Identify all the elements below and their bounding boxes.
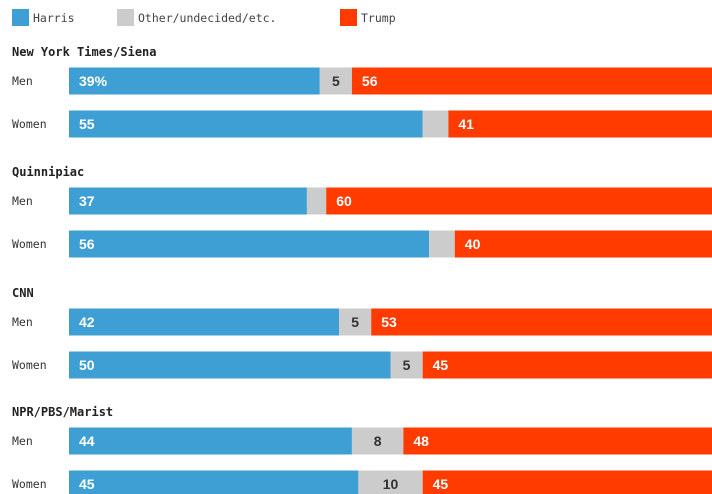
row-label: Women bbox=[12, 477, 47, 491]
bar-harris bbox=[69, 308, 340, 336]
bar-trump bbox=[351, 67, 712, 95]
legend-swatch-other bbox=[117, 9, 134, 26]
value-label-harris: 37 bbox=[79, 193, 95, 209]
row-label: Women bbox=[12, 237, 47, 251]
value-label-harris: 56 bbox=[79, 236, 95, 252]
bar-other bbox=[358, 470, 423, 494]
value-label-harris: 42 bbox=[79, 314, 95, 330]
poll-title: New York Times/Siena bbox=[12, 45, 157, 59]
row-label: Men bbox=[12, 434, 33, 448]
row-label: Women bbox=[12, 117, 47, 131]
value-label-trump: 45 bbox=[433, 476, 449, 492]
value-label-harris: 50 bbox=[79, 357, 95, 373]
bar-other bbox=[429, 230, 455, 258]
bar-harris bbox=[69, 470, 359, 494]
value-label-other: 5 bbox=[403, 357, 411, 373]
bar-trump bbox=[422, 470, 712, 494]
value-label-trump: 48 bbox=[413, 433, 429, 449]
value-label-trump: 53 bbox=[381, 314, 397, 330]
bar-trump bbox=[422, 351, 712, 379]
bar-other bbox=[306, 187, 327, 215]
poll-title: NPR/PBS/Marist bbox=[12, 405, 113, 419]
value-label-trump: 40 bbox=[465, 236, 481, 252]
value-label-harris: 45 bbox=[79, 476, 95, 492]
bar-other bbox=[319, 67, 352, 95]
value-label-harris: 39% bbox=[79, 73, 108, 89]
value-label-trump: 41 bbox=[458, 116, 474, 132]
legend-swatch-trump bbox=[340, 9, 357, 26]
bar-other bbox=[339, 308, 372, 336]
poll-group: Quinnipiac Men 37 60 Women 56 40 bbox=[12, 165, 712, 258]
row-label: Women bbox=[12, 358, 47, 372]
poll-title: Quinnipiac bbox=[12, 165, 84, 179]
poll-title: CNN bbox=[12, 286, 34, 300]
bar-harris bbox=[69, 351, 391, 379]
value-label-other: 5 bbox=[351, 314, 359, 330]
bar-trump bbox=[454, 230, 712, 258]
row-label: Men bbox=[12, 74, 33, 88]
row-label: Men bbox=[12, 194, 33, 208]
bar-trump bbox=[371, 308, 712, 336]
bar-harris bbox=[69, 67, 320, 95]
bar-harris bbox=[69, 427, 352, 455]
poll-group: New York Times/Siena Men 39% 5 56 Women 55 41 bbox=[12, 45, 712, 138]
bar-other bbox=[422, 110, 449, 138]
value-label-trump: 45 bbox=[433, 357, 449, 373]
value-label-other: 10 bbox=[383, 476, 399, 492]
bar-harris bbox=[69, 230, 430, 258]
poll-group: CNN Men 42 5 53 Women 50 5 45 bbox=[12, 286, 712, 379]
value-label-trump: 56 bbox=[362, 73, 378, 89]
bar-trump bbox=[403, 427, 712, 455]
bar-other bbox=[351, 427, 404, 455]
bar-other bbox=[390, 351, 423, 379]
bar-harris bbox=[69, 187, 307, 215]
value-label-other: 8 bbox=[374, 433, 382, 449]
bar-trump bbox=[326, 187, 712, 215]
value-label-trump: 60 bbox=[336, 193, 352, 209]
legend-swatch-harris bbox=[12, 9, 29, 26]
legend: Harris Other/undecided/etc. Trump bbox=[12, 9, 396, 26]
row-label: Men bbox=[12, 315, 33, 329]
value-label-harris: 44 bbox=[79, 433, 95, 449]
value-label-harris: 55 bbox=[79, 116, 95, 132]
bar-trump bbox=[448, 110, 712, 138]
legend-label-other: Other/undecided/etc. bbox=[138, 11, 276, 25]
poll-group: NPR/PBS/Marist Men 44 8 48 Women 45 10 45 bbox=[12, 405, 712, 494]
bar-harris bbox=[69, 110, 423, 138]
legend-label-trump: Trump bbox=[361, 11, 396, 25]
value-label-other: 5 bbox=[332, 73, 340, 89]
legend-label-harris: Harris bbox=[33, 11, 75, 25]
